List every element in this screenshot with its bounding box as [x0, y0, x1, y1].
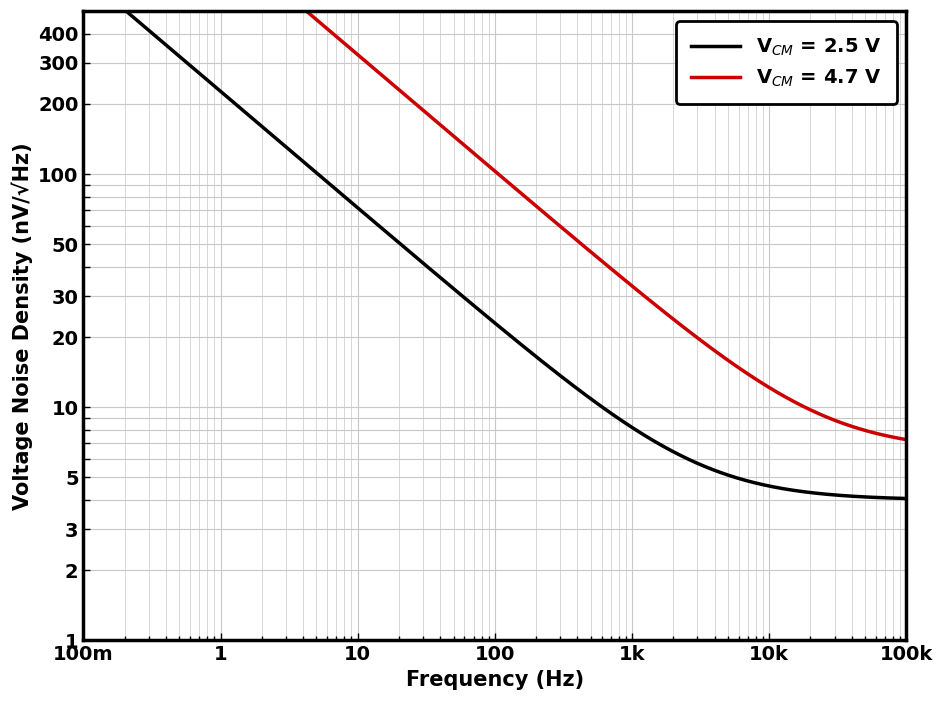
- V$_{CM}$ = 2.5 V: [885, 494, 896, 502]
- V$_{CM}$ = 2.5 V: [172, 50, 183, 59]
- V$_{CM}$ = 2.5 V: [394, 238, 405, 247]
- V$_{CM}$ = 4.7 V: [394, 86, 405, 94]
- V$_{CM}$ = 4.7 V: [796, 401, 807, 409]
- X-axis label: Frequency (Hz): Frequency (Hz): [406, 670, 584, 690]
- V$_{CM}$ = 2.5 V: [796, 487, 807, 496]
- Legend: V$_{CM}$ = 2.5 V, V$_{CM}$ = 4.7 V: V$_{CM}$ = 2.5 V, V$_{CM}$ = 4.7 V: [676, 21, 897, 104]
- V$_{CM}$ = 4.7 V: [901, 435, 912, 444]
- V$_{CM}$ = 2.5 V: [429, 268, 440, 277]
- V$_{CM}$ = 2.5 V: [901, 494, 912, 503]
- V$_{CM}$ = 4.7 V: [885, 433, 896, 441]
- Line: V$_{CM}$ = 4.7 V: V$_{CM}$ = 4.7 V: [83, 0, 906, 440]
- V$_{CM}$ = 2.5 V: [221, 92, 232, 100]
- Line: V$_{CM}$ = 2.5 V: V$_{CM}$ = 2.5 V: [83, 0, 906, 498]
- Y-axis label: Voltage Noise Density (nV/√Hz): Voltage Noise Density (nV/√Hz): [11, 142, 33, 510]
- V$_{CM}$ = 4.7 V: [429, 116, 440, 124]
